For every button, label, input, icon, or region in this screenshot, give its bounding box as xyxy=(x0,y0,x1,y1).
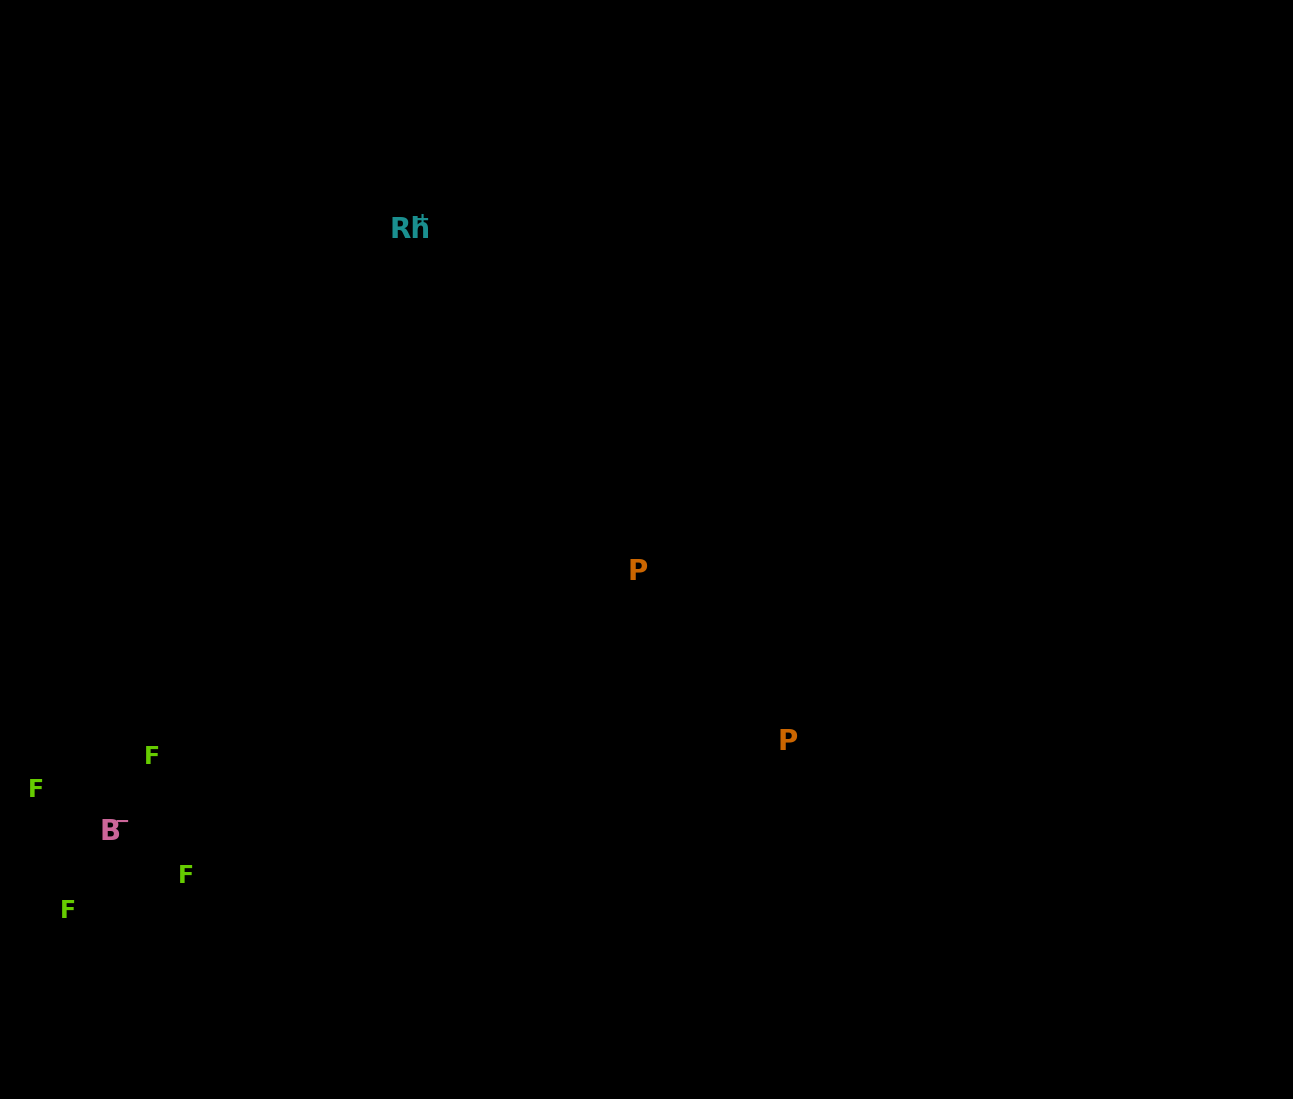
Text: B: B xyxy=(100,818,122,846)
Text: F: F xyxy=(178,864,194,888)
Text: +: + xyxy=(415,211,429,229)
Text: Rh: Rh xyxy=(390,217,431,244)
Text: −: − xyxy=(115,813,129,831)
Text: F: F xyxy=(28,778,44,802)
Text: F: F xyxy=(144,745,160,769)
Text: P: P xyxy=(628,558,648,586)
Text: P: P xyxy=(778,728,798,756)
Text: F: F xyxy=(59,899,76,923)
